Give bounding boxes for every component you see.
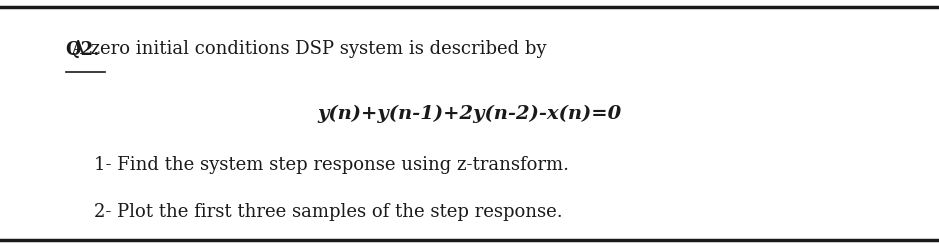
- Text: y(n)+y(n-1)+2y(n-2)-x(n)=0: y(n)+y(n-1)+2y(n-2)-x(n)=0: [317, 104, 622, 123]
- Text: 2- Plot the first three samples of the step response.: 2- Plot the first three samples of the s…: [94, 204, 562, 221]
- Text: 1- Find the system step response using z-transform.: 1- Find the system step response using z…: [94, 157, 569, 174]
- Text: A zero initial conditions DSP system is described by: A zero initial conditions DSP system is …: [66, 41, 546, 58]
- Text: Q2.: Q2.: [66, 41, 100, 58]
